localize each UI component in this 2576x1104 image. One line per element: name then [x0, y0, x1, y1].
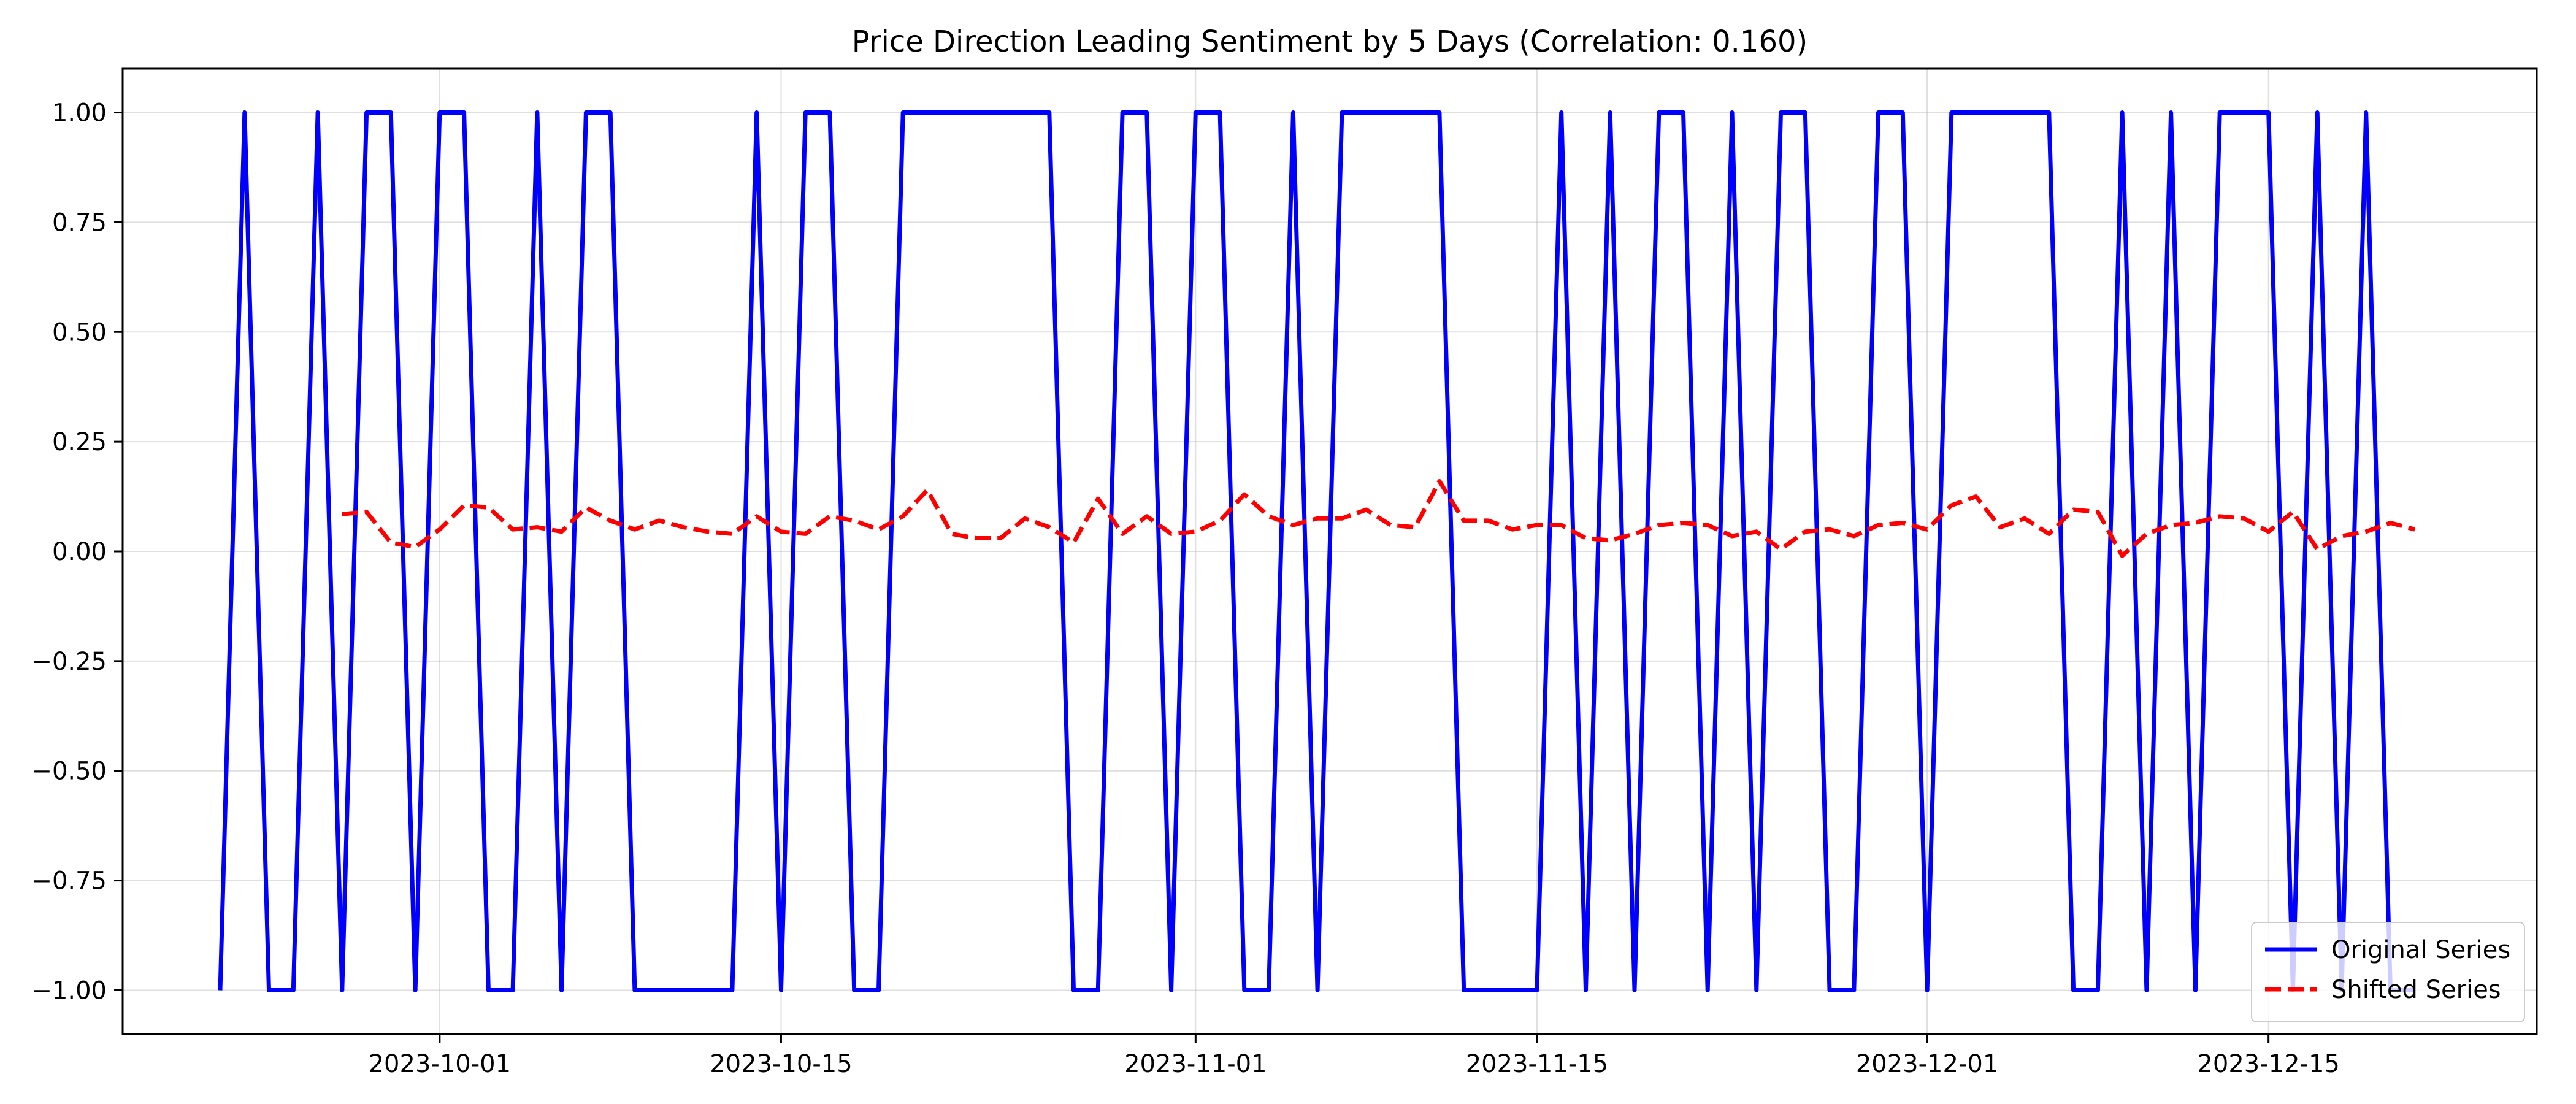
legend: Original Series Shifted Series	[2251, 922, 2525, 1022]
x-tick-label: 2023-12-15	[2197, 1050, 2339, 1078]
series-line-1	[218, 110, 2415, 992]
y-tick-label: −0.75	[31, 867, 107, 895]
legend-box	[2251, 922, 2525, 1022]
legend-label: Shifted Series	[2331, 976, 2501, 1004]
y-tick-label: 1.00	[52, 99, 107, 128]
y-tick-label: 0.50	[52, 318, 107, 347]
plot-lines	[218, 110, 2416, 992]
x-tick-label: 2023-10-15	[710, 1050, 852, 1078]
y-tick-label: −1.00	[31, 976, 107, 1005]
y-tick-label: 0.00	[52, 538, 107, 566]
y-tick-label: −0.50	[31, 757, 107, 786]
x-tick-label: 2023-11-01	[1124, 1050, 1267, 1078]
legend-label: Original Series	[2331, 936, 2510, 964]
series-line-2	[342, 479, 2416, 558]
axis-ticks: −1.00 −0.75 −0.50 −0.25 0.00 0.25 0.50 0.75 1.00…	[31, 99, 2339, 1078]
x-tick-label: 2023-10-01	[369, 1050, 511, 1078]
x-tick-label: 2023-11-15	[1466, 1050, 1608, 1078]
x-tick-label: 2023-12-01	[1856, 1050, 1998, 1078]
y-tick-label: −0.25	[31, 648, 107, 676]
y-tick-label: 0.25	[52, 428, 107, 456]
chart-title: Price Direction Leading Sentiment by 5 D…	[852, 25, 1808, 59]
grid	[123, 69, 2537, 1034]
y-tick-label: 0.75	[52, 209, 107, 237]
